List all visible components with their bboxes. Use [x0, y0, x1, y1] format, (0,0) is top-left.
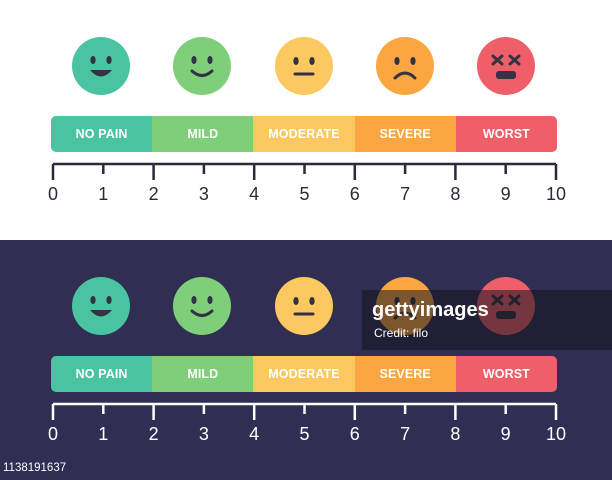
tick-label: 5 [299, 184, 310, 204]
number-ruler: 0 1 2 3 4 5 6 7 8 9 10 [0, 398, 612, 450]
segment-moderate: MODERATE [253, 356, 355, 392]
segment-severe: SEVERE [354, 356, 456, 392]
tick-label: 6 [349, 424, 360, 444]
tick-label: 10 [545, 184, 567, 204]
segment-mild: MILD [152, 356, 254, 392]
pain-scale-bar: NO PAIN MILD MODERATE SEVERE WORST [51, 356, 557, 392]
tick-label: 7 [400, 184, 411, 204]
tick-label: 9 [500, 424, 511, 444]
tick-label: 9 [500, 184, 511, 204]
face-sad-icon [376, 37, 434, 95]
segment-severe: SEVERE [354, 116, 456, 152]
tick-label: 1 [98, 424, 109, 444]
number-ruler: 0 1 2 3 4 5 6 7 8 9 10 [0, 158, 612, 210]
segment-worst: WORST [455, 116, 557, 152]
tick-label: 0 [47, 184, 58, 204]
tick-label: 1 [98, 184, 109, 204]
face-neutral-icon [275, 277, 333, 335]
tick-label: 0 [47, 424, 58, 444]
tick-label: 3 [198, 184, 209, 204]
face-smile-icon [173, 277, 231, 335]
tick-label: 7 [400, 424, 411, 444]
tick-label: 6 [349, 184, 360, 204]
segment-no-pain: NO PAIN [51, 116, 153, 152]
face-smile-icon [173, 37, 231, 95]
face-dizzy-x-eyes-icon [477, 37, 535, 95]
tick-label: 5 [299, 424, 310, 444]
face-very-happy-icon [72, 37, 130, 95]
tick-label: 8 [450, 184, 461, 204]
pain-scale-bar: NO PAIN MILD MODERATE SEVERE WORST [51, 116, 557, 152]
segment-worst: WORST [455, 356, 557, 392]
tick-label: 4 [249, 424, 260, 444]
tick-label: 4 [249, 184, 260, 204]
ruler-lines [51, 162, 558, 180]
tick-label: 8 [450, 424, 461, 444]
watermark-credit: Credit: filo [374, 326, 429, 340]
segment-moderate: MODERATE [253, 116, 355, 152]
tick-label: 3 [198, 424, 209, 444]
tick-label: 2 [148, 424, 159, 444]
face-very-happy-icon [72, 277, 130, 335]
watermark-overlay: gettyimages Credit: filo [362, 290, 612, 350]
face-neutral-icon [275, 37, 333, 95]
ruler-lines [51, 402, 558, 420]
watermark-brand: gettyimages [372, 299, 489, 321]
tick-label: 2 [148, 184, 159, 204]
light-panel: NO PAIN MILD MODERATE SEVERE WORST 0 1 2 3 4 5 6 7 8… [0, 37, 612, 210]
dark-panel: NO PAIN MILD MODERATE SEVERE WORST 0 1 2 3 4 5 6 7 8… [0, 240, 612, 480]
segment-no-pain: NO PAIN [51, 356, 153, 392]
image-id-label: 1138191637 [3, 462, 67, 474]
tick-label: 10 [545, 424, 567, 444]
segment-mild: MILD [152, 116, 254, 152]
